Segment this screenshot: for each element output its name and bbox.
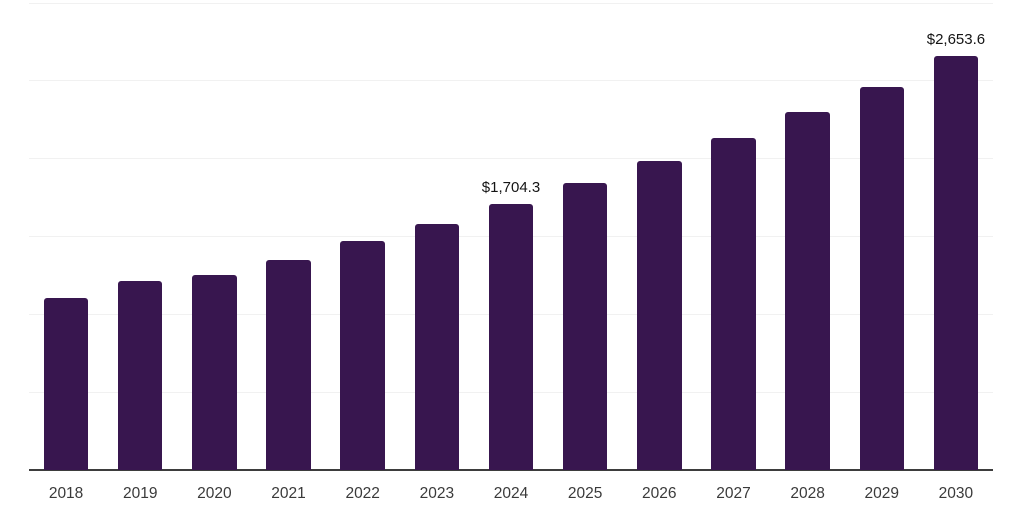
bar-2019 (117, 280, 163, 470)
bar-2026 (637, 160, 682, 470)
bar-2021 (266, 259, 311, 470)
x-tick-label-2019: 2019 (122, 485, 158, 502)
gridline (29, 2, 993, 4)
bar-2030 (933, 56, 979, 470)
gridline (29, 158, 993, 160)
bar-2028 (785, 112, 830, 470)
bar-2023 (414, 223, 460, 470)
bar-2025 (562, 183, 608, 470)
x-tick-label-2021: 2021 (271, 485, 306, 502)
x-tick-label-2028: 2028 (790, 485, 825, 502)
bar-value-label-2024: $1,704.3 (481, 179, 541, 197)
x-tick-label-2018: 2018 (48, 485, 84, 502)
bar-2020 (192, 275, 237, 470)
x-tick-label-2024: 2024 (493, 485, 529, 502)
bar-2029 (859, 86, 905, 470)
x-tick-label-2027: 2027 (716, 485, 751, 502)
x-tick-label-2025: 2025 (567, 485, 603, 502)
x-tick-label-2026: 2026 (642, 485, 677, 502)
x-tick-label-2029: 2029 (864, 485, 900, 502)
bar-2018 (43, 297, 89, 470)
bar-value-label-2030: $2,653.6 (926, 31, 986, 49)
x-tick-label-2023: 2023 (419, 485, 455, 502)
x-axis-line (29, 469, 993, 471)
x-tick-label-2030: 2030 (938, 485, 974, 502)
x-tick-label-2020: 2020 (197, 485, 232, 502)
bar-2022 (340, 240, 385, 470)
x-tick-label-2022: 2022 (345, 485, 380, 502)
bar-2024 (488, 204, 534, 470)
gridline (29, 80, 993, 82)
bar-2027 (711, 138, 756, 470)
